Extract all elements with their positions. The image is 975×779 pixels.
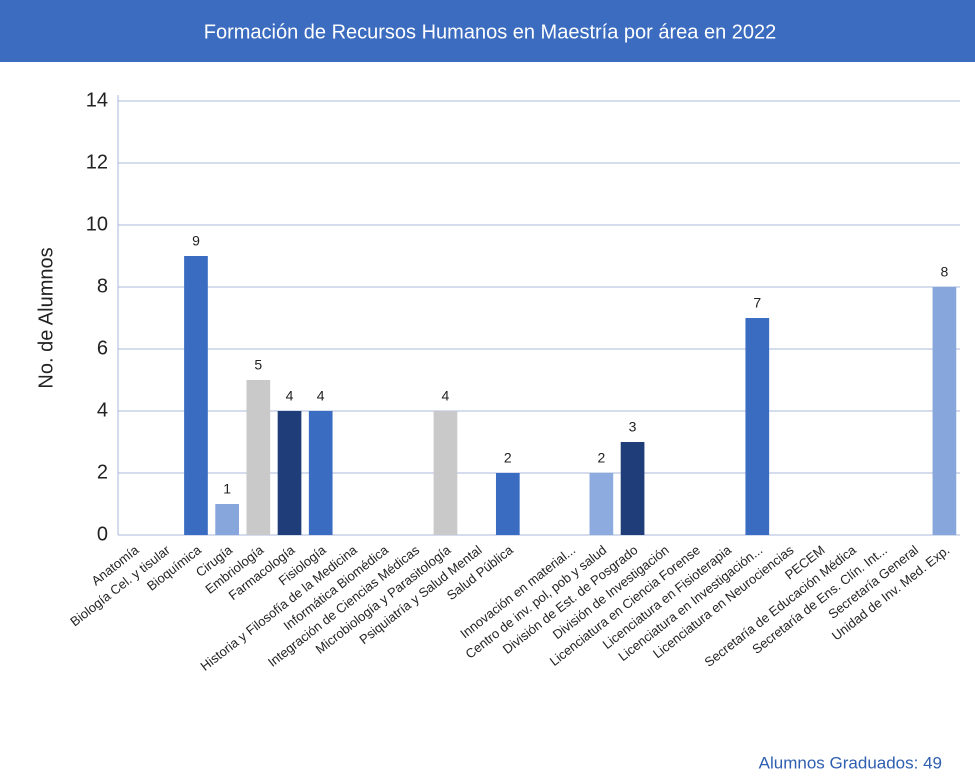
y-tick-label: 0 (97, 523, 108, 545)
y-tick-label: 8 (97, 275, 108, 297)
data-label: 1 (223, 481, 231, 497)
bar (745, 318, 770, 535)
data-label: 7 (753, 295, 761, 311)
data-label: 5 (254, 357, 262, 373)
bar (184, 256, 208, 535)
data-label: 9 (192, 233, 200, 249)
bar (433, 411, 458, 535)
data-label: 2 (504, 450, 512, 466)
bar (215, 504, 239, 535)
bar (246, 380, 271, 535)
footer: Alumnos Graduados: 49 (759, 753, 942, 772)
data-label: 2 (597, 450, 605, 466)
y-tick-label: 12 (86, 151, 108, 173)
y-tick-label: 6 (97, 337, 108, 359)
y-axis-label: No. de Alumnos (35, 247, 57, 388)
data-label: 4 (442, 388, 450, 404)
bar (932, 287, 957, 535)
bar (620, 442, 645, 535)
bar (589, 473, 614, 535)
y-tick-label: 4 (97, 399, 108, 421)
data-label: 8 (941, 264, 949, 280)
data-label: 4 (286, 388, 294, 404)
data-label: 3 (629, 419, 637, 435)
y-tick-label: 14 (86, 89, 108, 111)
data-label: 4 (317, 388, 325, 404)
y-tick-label: 2 (97, 461, 108, 483)
bar (308, 411, 333, 535)
y-tick-label: 10 (86, 213, 108, 235)
bar (495, 473, 520, 535)
bar (277, 411, 302, 535)
title-bar (0, 0, 975, 62)
chart-title: Formación de Recursos Humanos en Maestrí… (204, 21, 777, 43)
